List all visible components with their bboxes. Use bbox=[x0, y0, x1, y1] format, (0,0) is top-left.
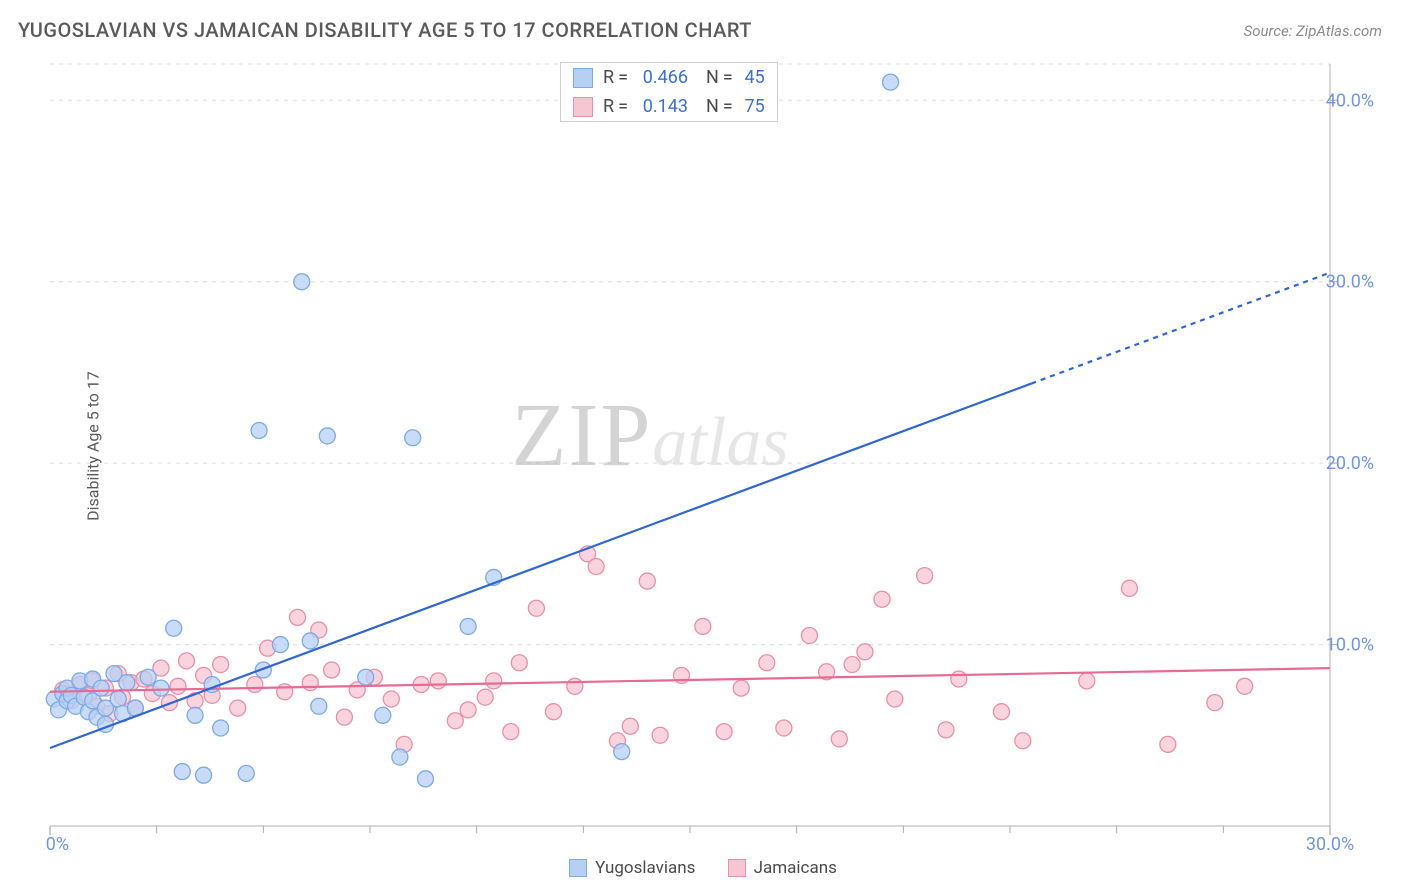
legend-label-jamaicans: Jamaicans bbox=[754, 858, 837, 878]
equals-sign: = bbox=[618, 96, 628, 117]
source-attribution: Source: ZipAtlas.com bbox=[1244, 22, 1382, 40]
svg-text:0.0%: 0.0% bbox=[44, 834, 69, 855]
stats-box: R = 0.466 N = 45 R = 0.143 N = 75 bbox=[560, 62, 778, 122]
svg-text:ZIPatlas: ZIPatlas bbox=[511, 386, 788, 485]
svg-text:30.0%: 30.0% bbox=[1326, 272, 1374, 293]
swatch-icon bbox=[573, 68, 593, 88]
n-value-yugoslavians: 45 bbox=[737, 67, 765, 88]
r-label: R bbox=[603, 96, 614, 117]
legend-item-yugoslavians: Yugoslavians bbox=[569, 858, 695, 878]
r-value-yugoslavians: 0.466 bbox=[632, 67, 688, 88]
swatch-icon bbox=[573, 97, 593, 117]
n-label: N bbox=[706, 96, 719, 117]
stats-row-yugoslavians: R = 0.466 N = 45 bbox=[561, 63, 777, 92]
r-label: R bbox=[603, 67, 614, 88]
n-value-jamaicans: 75 bbox=[737, 96, 765, 117]
r-value-jamaicans: 0.143 bbox=[632, 96, 688, 117]
chart-title: YUGOSLAVIAN VS JAMAICAN DISABILITY AGE 5… bbox=[18, 18, 752, 42]
equals-sign: = bbox=[618, 67, 628, 88]
legend-item-jamaicans: Jamaicans bbox=[728, 858, 837, 878]
source-name: ZipAtlas.com bbox=[1296, 22, 1382, 40]
correlation-chart: ZIPatlas 0.0% 30.0% 10.0% 20.0% 30.0% 40.0% bbox=[44, 58, 1384, 858]
svg-text:30.0%: 30.0% bbox=[1306, 834, 1354, 855]
equals-sign: = bbox=[723, 96, 733, 117]
n-label: N bbox=[706, 67, 719, 88]
legend-label-yugoslavians: Yugoslavians bbox=[595, 858, 695, 878]
legend-bottom: Yugoslavians Jamaicans bbox=[0, 858, 1406, 882]
stats-row-jamaicans: R = 0.143 N = 75 bbox=[561, 92, 777, 121]
svg-text:20.0%: 20.0% bbox=[1326, 453, 1374, 474]
swatch-jamaicans bbox=[728, 859, 746, 877]
svg-text:10.0%: 10.0% bbox=[1326, 635, 1374, 656]
svg-text:40.0%: 40.0% bbox=[1326, 90, 1374, 111]
swatch-yugoslavians bbox=[569, 859, 587, 877]
source-label: Source: bbox=[1244, 22, 1296, 40]
equals-sign: = bbox=[723, 67, 733, 88]
